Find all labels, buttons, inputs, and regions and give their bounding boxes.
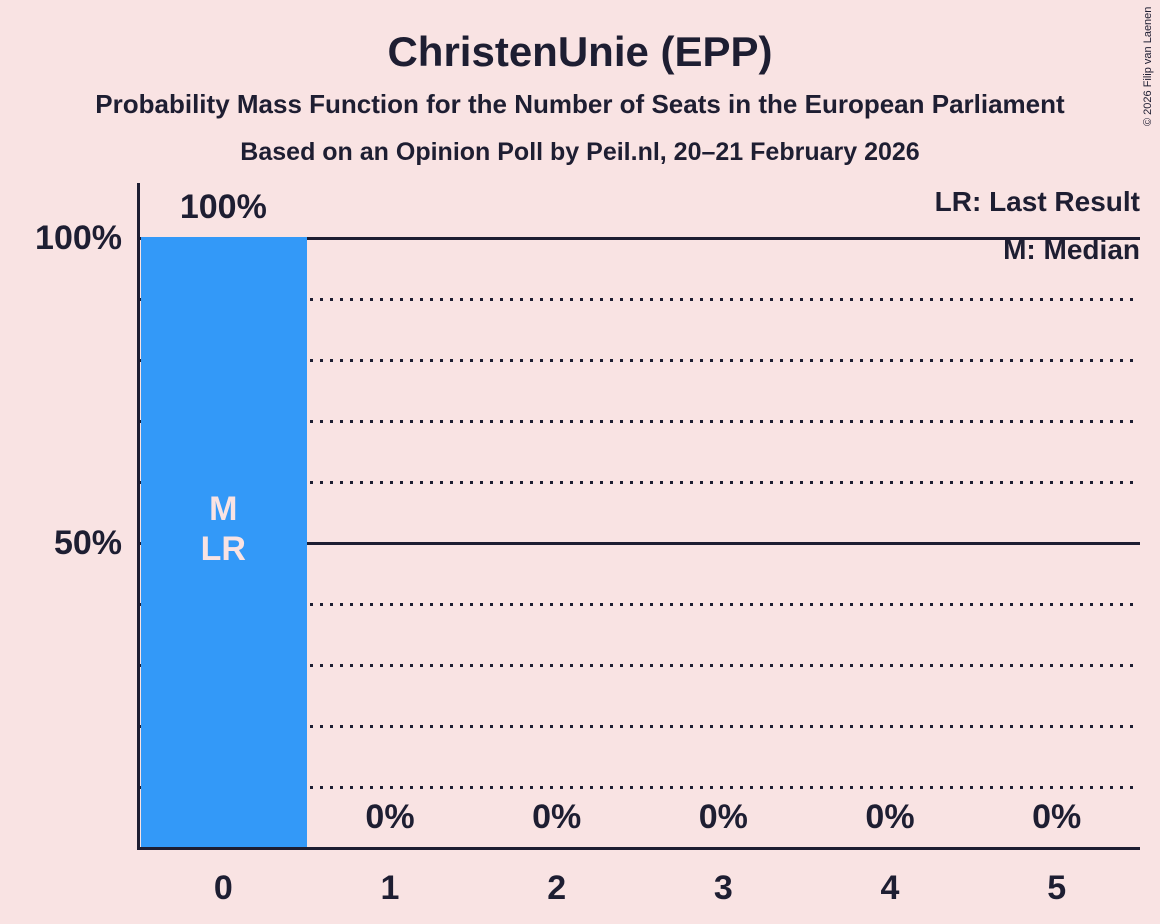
gridline-dotted-70pct xyxy=(140,420,1140,423)
bar-value-label-0: 100% xyxy=(179,188,267,226)
bar-value-label-2: 0% xyxy=(532,798,582,836)
bar-value-label-3: 0% xyxy=(698,798,748,836)
bar-seats-0 xyxy=(141,237,307,847)
y-axis-line xyxy=(137,183,140,850)
gridline-solid-50pct xyxy=(140,542,1140,545)
gridline-dotted-40pct xyxy=(140,603,1140,606)
x-axis-label-5: 5 xyxy=(1047,869,1067,907)
gridline-solid-100pct xyxy=(140,237,1140,240)
gridline-dotted-20pct xyxy=(140,725,1140,728)
gridline-dotted-90pct xyxy=(140,298,1140,301)
x-axis-line xyxy=(137,847,1140,850)
x-axis-label-4: 4 xyxy=(880,869,900,907)
legend-entry-median: M: Median xyxy=(1003,234,1140,265)
y-axis-label-100pct: 100% xyxy=(35,219,122,257)
chart-subtitle-source: Based on an Opinion Poll by Peil.nl, 20–… xyxy=(240,138,920,166)
x-axis-label-2: 2 xyxy=(547,869,567,907)
gridline-dotted-60pct xyxy=(140,481,1140,484)
gridline-dotted-10pct xyxy=(140,786,1140,789)
legend: LR: Last Result M: Median xyxy=(935,178,1140,274)
bar-value-label-5: 0% xyxy=(1032,798,1082,836)
y-axis-label-50pct: 50% xyxy=(53,524,122,562)
chart-subtitle: Probability Mass Function for the Number… xyxy=(95,89,1065,119)
x-axis-label-3: 3 xyxy=(713,869,733,907)
x-axis-label-0: 0 xyxy=(213,869,233,907)
chart-title: ChristenUnie (EPP) xyxy=(387,28,773,75)
bar-annotation-median-last-result: M LR xyxy=(200,490,246,568)
gridline-dotted-80pct xyxy=(140,359,1140,362)
legend-entry-last-result: LR: Last Result xyxy=(934,186,1140,217)
bar-value-label-4: 0% xyxy=(865,798,915,836)
copyright-notice: © 2026 Filip van Laenen xyxy=(1142,6,1154,126)
gridline-dotted-30pct xyxy=(140,664,1140,667)
bar-value-label-1: 0% xyxy=(365,798,415,836)
x-axis-label-1: 1 xyxy=(380,869,400,907)
